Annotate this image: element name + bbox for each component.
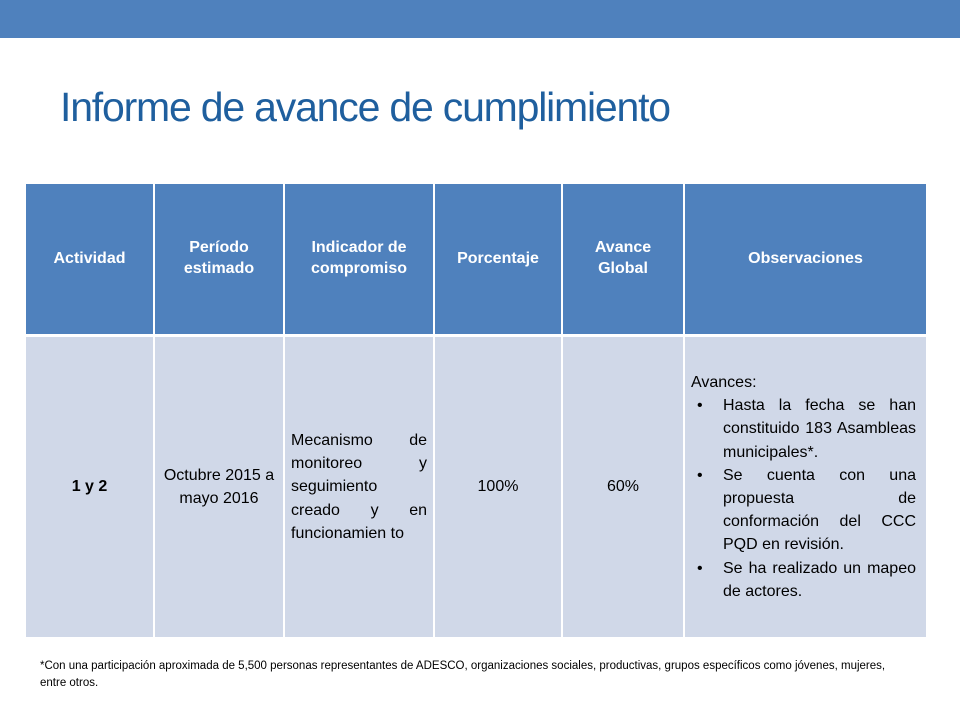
top-accent-bar <box>0 0 960 38</box>
cell-porcentaje: 100% <box>434 335 563 637</box>
header-observaciones: Observaciones <box>684 184 926 337</box>
header-avance-global: Avance Global <box>562 184 685 337</box>
observaciones-heading: Avances: <box>691 374 757 392</box>
footnote: *Con una participación aproximada de 5,5… <box>40 660 886 689</box>
cell-actividad: 1 y 2 <box>26 335 155 637</box>
list-item-text: Se ha realizado un mapeo de actores. <box>723 559 916 600</box>
bullet-icon: • <box>697 466 703 484</box>
list-item-text: Hasta la fecha se han constituido 183 As… <box>723 397 916 461</box>
header-indicador: Indicador de compromiso <box>284 184 435 337</box>
header-porcentaje: Porcentaje <box>434 184 563 337</box>
observaciones-list: • Hasta la fecha se han constituido 183 A… <box>691 394 920 603</box>
table-row: 1 y 2 Octubre 2015 a mayo 2016 Mecanismo… <box>26 335 926 637</box>
list-item: • Se cuenta con una propuesta de conforma… <box>697 464 916 557</box>
bullet-icon: • <box>697 559 703 577</box>
table-header-row: Actividad Período estimado Indicador de … <box>26 184 926 337</box>
cell-periodo: Octubre 2015 a mayo 2016 <box>154 335 285 637</box>
header-periodo: Período estimado <box>154 184 285 337</box>
progress-report-table: Actividad Período estimado Indicador de … <box>26 184 926 637</box>
header-actividad: Actividad <box>26 184 155 337</box>
bullet-icon: • <box>697 397 703 415</box>
list-item: • Se ha realizado un mapeo de actores. <box>697 557 916 603</box>
slide-title: Informe de avance de cumplimiento <box>60 84 671 130</box>
list-item: • Hasta la fecha se han constituido 183 A… <box>697 394 916 464</box>
cell-observaciones: Avances: • Hasta la fecha se han constitu… <box>684 335 926 637</box>
cell-indicador: Mecanismo de monitoreo y seguimiento cre… <box>284 335 435 637</box>
cell-avance-global: 60% <box>562 335 685 637</box>
list-item-text: Se cuenta con una propuesta de conformac… <box>723 466 916 554</box>
